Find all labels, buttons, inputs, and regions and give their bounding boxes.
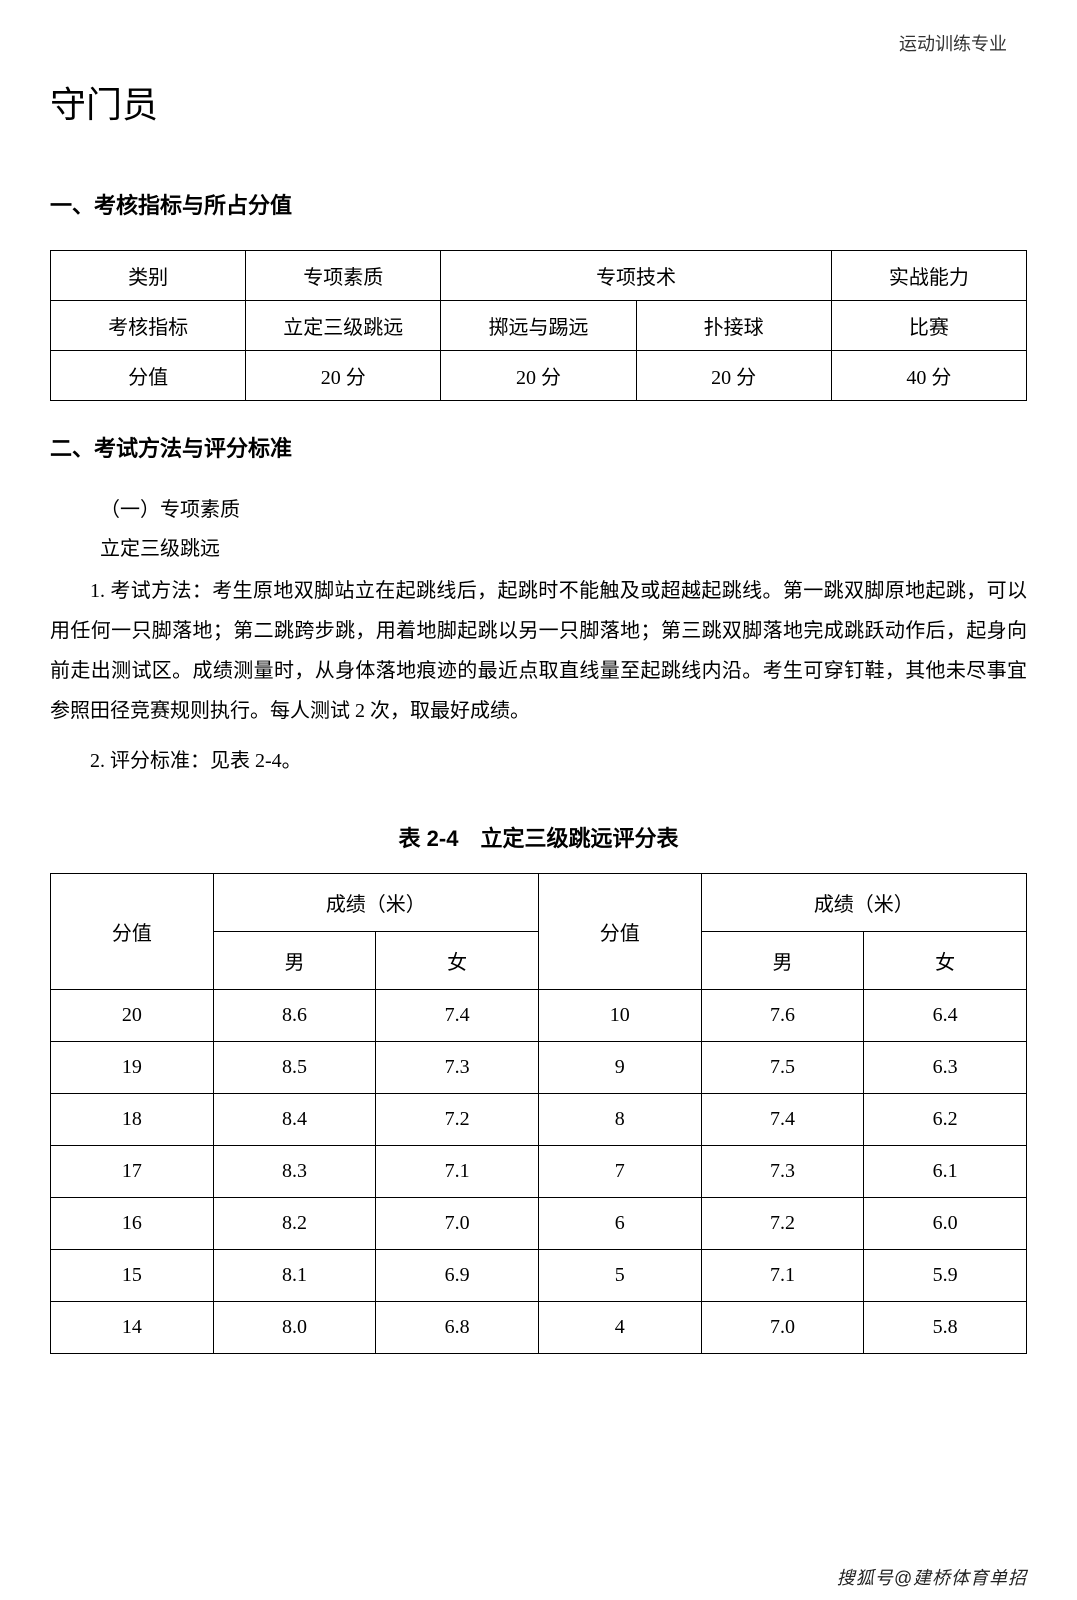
- cell-value: 16: [51, 1198, 214, 1250]
- cell-value: 6.3: [864, 1042, 1027, 1094]
- table-row: 分值 20 分 20 分 20 分 40 分: [51, 351, 1027, 401]
- th-score: 分值: [538, 874, 701, 990]
- section2-heading: 二、考试方法与评分标准: [50, 431, 1027, 463]
- section1-heading: 一、考核指标与所占分值: [50, 188, 1027, 220]
- cell-label: 考核指标: [51, 301, 246, 351]
- cell-value: 6.1: [864, 1146, 1027, 1198]
- cell-value: 7.3: [376, 1042, 539, 1094]
- method-paragraph: 1. 考试方法：考生原地双脚站立在起跳线后，起跳时不能触及或超越起跳线。第一跳双…: [50, 571, 1027, 731]
- document-page: 运动训练专业 守门员 一、考核指标与所占分值 类别 专项素质 专项技术 实战能力…: [0, 0, 1077, 1600]
- cell-value: 7.0: [701, 1302, 864, 1354]
- cell-value: 20 分: [441, 351, 636, 401]
- cell-value: 立定三级跳远: [246, 301, 441, 351]
- cell-value: 5: [538, 1250, 701, 1302]
- table-row: 考核指标 立定三级跳远 掷远与踢远 扑接球 比赛: [51, 301, 1027, 351]
- cell-value: 7.2: [376, 1094, 539, 1146]
- cell-value: 6.8: [376, 1302, 539, 1354]
- cell-value: 17: [51, 1146, 214, 1198]
- table-row: 148.06.847.05.8: [51, 1302, 1027, 1354]
- cell-value: 6.0: [864, 1198, 1027, 1250]
- cell-value: 15: [51, 1250, 214, 1302]
- cell-combat: 实战能力: [831, 251, 1026, 301]
- cell-value: 14: [51, 1302, 214, 1354]
- cell-value: 5.8: [864, 1302, 1027, 1354]
- cell-value: 8.5: [213, 1042, 376, 1094]
- cell-value: 4: [538, 1302, 701, 1354]
- cell-value: 6.4: [864, 990, 1027, 1042]
- table-row: 168.27.067.26.0: [51, 1198, 1027, 1250]
- table-row: 208.67.4107.66.4: [51, 990, 1027, 1042]
- cell-value: 20 分: [636, 351, 831, 401]
- cell-label: 分值: [51, 351, 246, 401]
- th-female: 女: [864, 932, 1027, 990]
- cell-value: 8.2: [213, 1198, 376, 1250]
- cell-value: 7.4: [376, 990, 539, 1042]
- cell-skill: 专项技术: [441, 251, 831, 301]
- cell-value: 6.9: [376, 1250, 539, 1302]
- cell-value: 6: [538, 1198, 701, 1250]
- cell-value: 5.9: [864, 1250, 1027, 1302]
- cell-value: 8.1: [213, 1250, 376, 1302]
- criteria-paragraph: 2. 评分标准：见表 2-4。: [50, 741, 1027, 781]
- table-row: 158.16.957.15.9: [51, 1250, 1027, 1302]
- cell-value: 7.5: [701, 1042, 864, 1094]
- table-row: 类别 专项素质 专项技术 实战能力: [51, 251, 1027, 301]
- score-table-caption: 表 2-4 立定三级跳远评分表: [50, 821, 1027, 853]
- cell-value: 6.2: [864, 1094, 1027, 1146]
- indicator-table: 类别 专项素质 专项技术 实战能力 考核指标 立定三级跳远 掷远与踢远 扑接球 …: [50, 250, 1027, 401]
- cell-value: 7.4: [701, 1094, 864, 1146]
- cell-value: 7.1: [701, 1250, 864, 1302]
- cell-value: 8: [538, 1094, 701, 1146]
- cell-value: 19: [51, 1042, 214, 1094]
- cell-value: 7.2: [701, 1198, 864, 1250]
- header-right-label: 运动训练专业: [50, 30, 1027, 56]
- cell-value: 40 分: [831, 351, 1026, 401]
- cell-value: 8.3: [213, 1146, 376, 1198]
- cell-value: 7.1: [376, 1146, 539, 1198]
- page-title: 守门员: [50, 76, 1027, 128]
- cell-value: 7.6: [701, 990, 864, 1042]
- watermark-text: 搜狐号@建桥体育单招: [837, 1564, 1027, 1590]
- cell-value: 比赛: [831, 301, 1026, 351]
- cell-value: 20: [51, 990, 214, 1042]
- cell-value: 20 分: [246, 351, 441, 401]
- cell-category: 类别: [51, 251, 246, 301]
- th-male: 男: [701, 932, 864, 990]
- cell-value: 9: [538, 1042, 701, 1094]
- cell-value: 8.6: [213, 990, 376, 1042]
- th-male: 男: [213, 932, 376, 990]
- cell-value: 7.0: [376, 1198, 539, 1250]
- cell-quality: 专项素质: [246, 251, 441, 301]
- th-score: 分值: [51, 874, 214, 990]
- table-row: 178.37.177.36.1: [51, 1146, 1027, 1198]
- cell-value: 扑接球: [636, 301, 831, 351]
- cell-value: 8.0: [213, 1302, 376, 1354]
- cell-value: 10: [538, 990, 701, 1042]
- table-row: 分值 成绩（米） 分值 成绩（米）: [51, 874, 1027, 932]
- cell-value: 18: [51, 1094, 214, 1146]
- th-result: 成绩（米）: [213, 874, 538, 932]
- cell-value: 7.3: [701, 1146, 864, 1198]
- th-female: 女: [376, 932, 539, 990]
- score-table: 分值 成绩（米） 分值 成绩（米） 男 女 男 女 208.67.4107.66…: [50, 873, 1027, 1354]
- cell-value: 掷远与踢远: [441, 301, 636, 351]
- table-row: 188.47.287.46.2: [51, 1094, 1027, 1146]
- th-result: 成绩（米）: [701, 874, 1026, 932]
- subsection-label: （一）专项素质: [100, 493, 1027, 522]
- item-label: 立定三级跳远: [100, 532, 1027, 561]
- table-row: 198.57.397.56.3: [51, 1042, 1027, 1094]
- cell-value: 8.4: [213, 1094, 376, 1146]
- cell-value: 7: [538, 1146, 701, 1198]
